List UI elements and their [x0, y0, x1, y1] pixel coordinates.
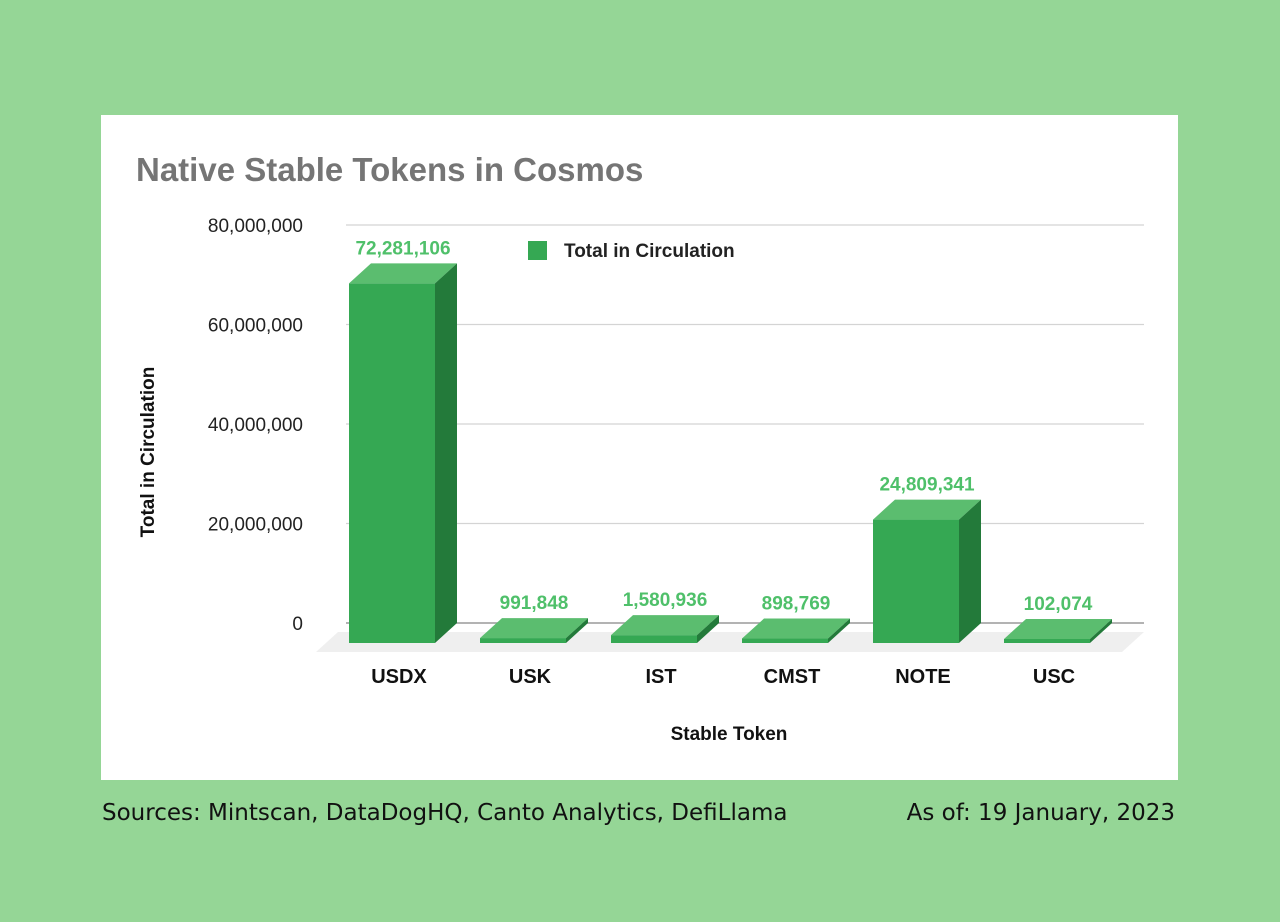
- data-label: 24,809,341: [879, 475, 975, 496]
- bar-usdx: [349, 263, 457, 643]
- bar-cmst: [742, 618, 850, 643]
- x-axis-title: Stable Token: [671, 724, 788, 745]
- chart-title: Native Stable Tokens in Cosmos: [136, 151, 643, 188]
- x-tick-label: USC: [1033, 666, 1075, 688]
- x-tick-label: NOTE: [895, 666, 951, 688]
- y-tick-label: 0: [292, 614, 303, 635]
- x-tick-label: USK: [509, 666, 552, 688]
- data-label: 72,281,106: [355, 238, 450, 259]
- bar-usk: [480, 618, 588, 643]
- y-tick-label: 80,000,000: [208, 216, 303, 237]
- x-tick-label: CMST: [764, 666, 821, 688]
- y-tick-label: 40,000,000: [208, 415, 303, 436]
- bar-chart: Native Stable Tokens in Cosmos Total in …: [136, 151, 1144, 745]
- y-axis-title: Total in Circulation: [138, 367, 159, 538]
- data-label: 898,769: [762, 594, 831, 615]
- bar-note: [873, 499, 981, 643]
- data-label: 102,074: [1024, 594, 1093, 615]
- data-label: 991,848: [500, 593, 569, 614]
- x-tick-label: USDX: [371, 666, 427, 688]
- y-tick-label: 20,000,000: [208, 515, 303, 536]
- y-tick-label: 60,000,000: [208, 316, 303, 337]
- legend-swatch: [528, 241, 547, 260]
- sources-note: Sources: Mintscan, DataDogHQ, Canto Anal…: [102, 800, 788, 826]
- as-of-date: As of: 19 January, 2023: [906, 800, 1175, 826]
- bar-usc: [1004, 619, 1112, 643]
- x-tick-label: IST: [645, 666, 676, 688]
- chart-card: Native Stable Tokens in Cosmos Total in …: [101, 115, 1178, 780]
- bar-ist: [611, 615, 719, 643]
- data-label: 1,580,936: [623, 590, 708, 611]
- legend-label: Total in Circulation: [564, 241, 735, 262]
